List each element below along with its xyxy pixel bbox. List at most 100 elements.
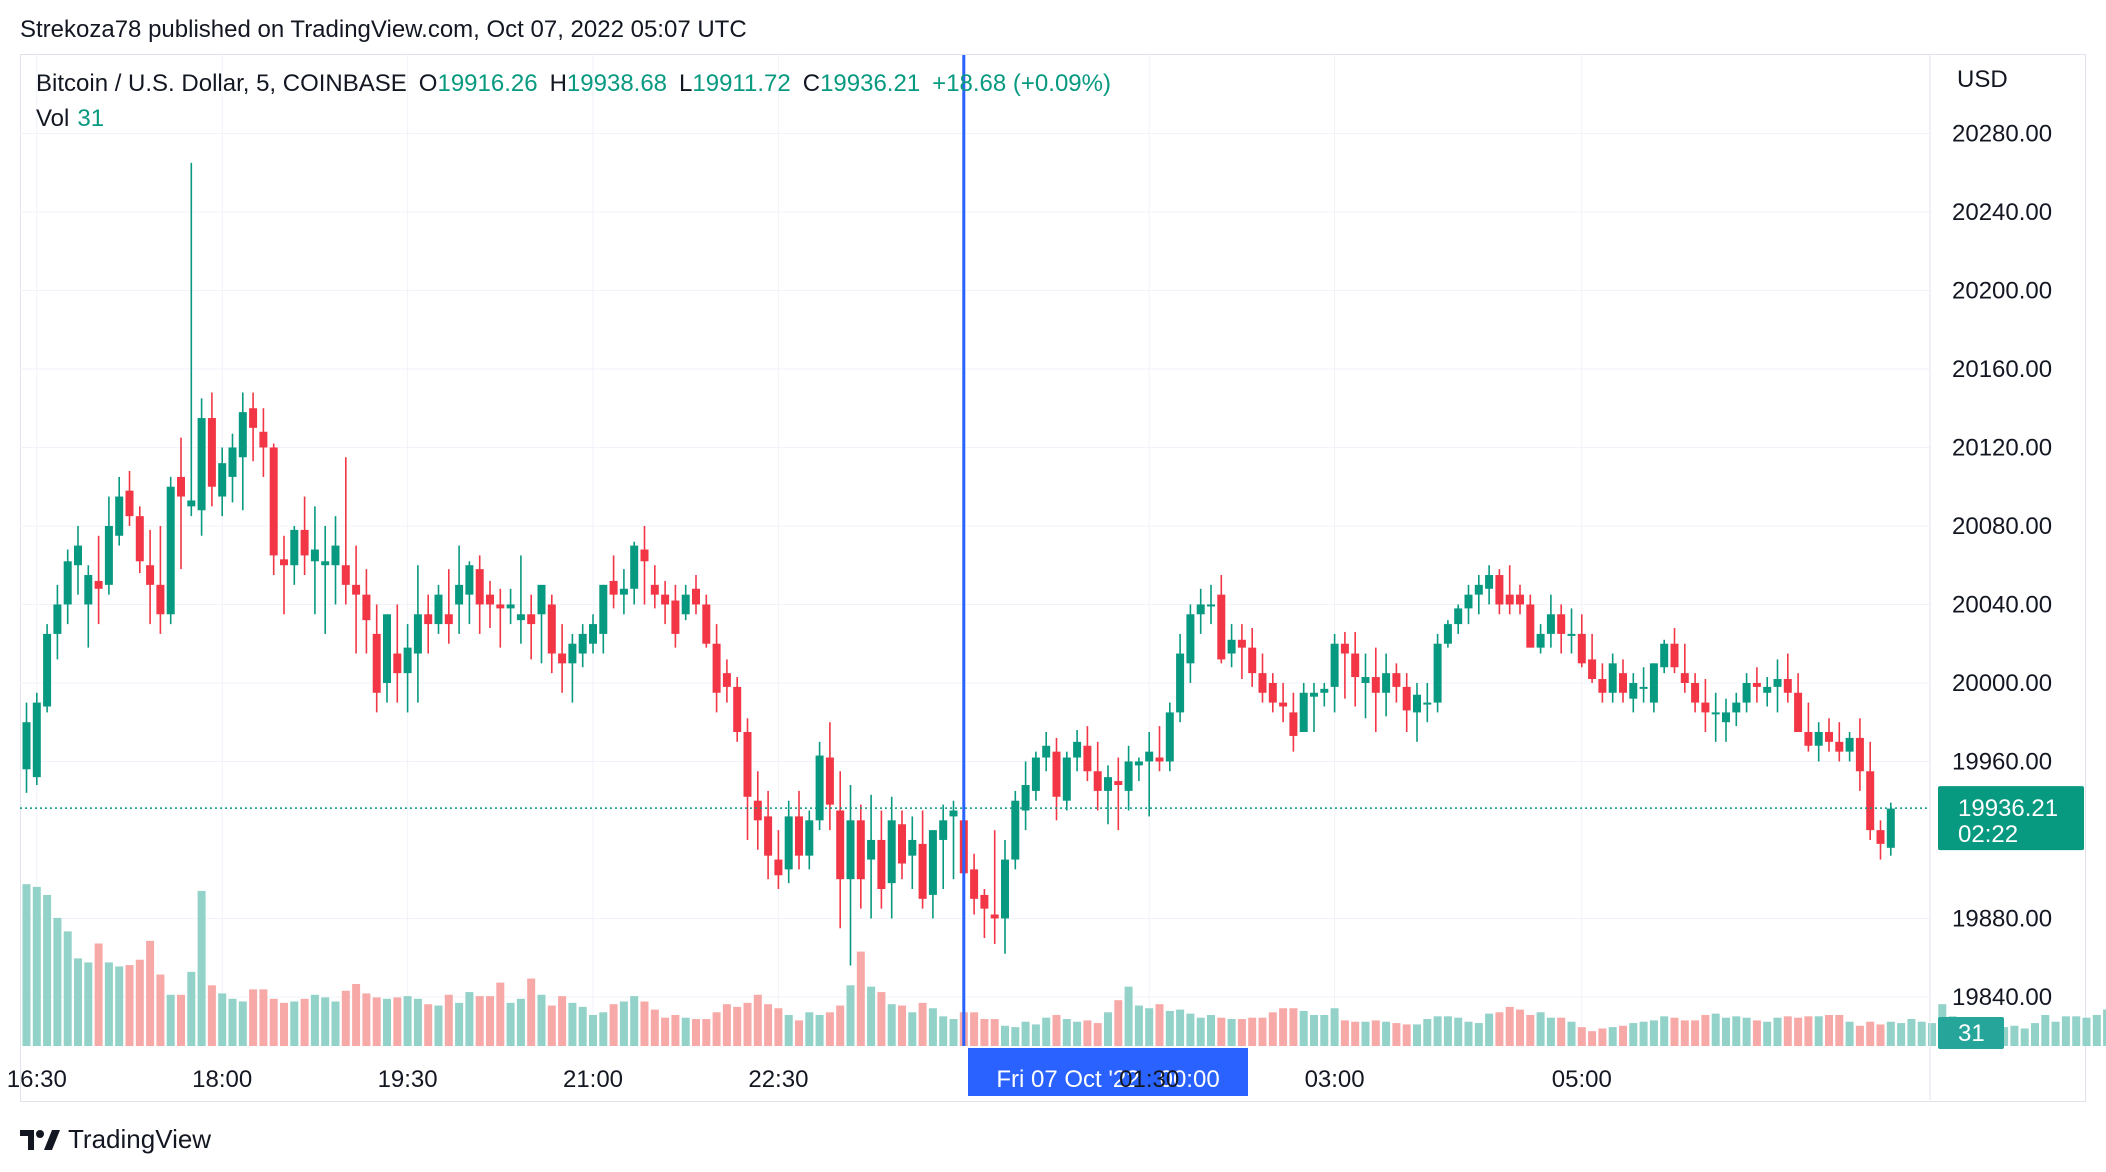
volume-bar	[774, 1008, 783, 1046]
volume-bar	[2082, 1017, 2091, 1046]
candle	[1835, 722, 1844, 762]
volume-bar	[764, 1004, 773, 1046]
volume-bar	[1886, 1021, 1895, 1046]
candle-body	[547, 604, 556, 654]
candle-body	[259, 431, 268, 448]
candle	[506, 588, 515, 625]
candle-body	[1443, 624, 1452, 644]
candle-body	[1258, 673, 1267, 693]
candle	[795, 790, 803, 870]
publish-line: Strekoza78 published on TradingView.com,…	[20, 16, 747, 43]
candle-body	[496, 604, 505, 609]
candle	[1145, 732, 1154, 817]
volume-bar	[2041, 1014, 2050, 1046]
candle	[1227, 624, 1236, 668]
volume-bar	[1114, 1000, 1123, 1046]
candle	[310, 506, 319, 615]
candle-body	[238, 412, 247, 458]
candle	[970, 853, 979, 915]
volume-bar	[753, 994, 762, 1046]
candle	[32, 692, 41, 786]
candle-body	[1186, 614, 1195, 664]
candle-body	[1660, 643, 1669, 668]
volume-bar	[1660, 1016, 1669, 1046]
volume-bar	[1752, 1020, 1761, 1046]
symbol-title[interactable]: Bitcoin / U.S. Dollar, 5, COINBASE	[36, 70, 407, 97]
candle-body	[1093, 771, 1102, 791]
candle-body	[1464, 594, 1473, 609]
volume-bar	[331, 1001, 340, 1046]
time-tick-label: 03:00	[1305, 1066, 1365, 1093]
candle	[1722, 698, 1730, 742]
candle-body	[1104, 777, 1112, 791]
candle-body	[1845, 737, 1854, 752]
volume-bar	[1773, 1017, 1782, 1046]
candle-body	[1567, 633, 1576, 636]
volume-bar	[815, 1014, 824, 1046]
candle-body	[558, 653, 567, 664]
volume-bar	[795, 1020, 803, 1046]
volume-bar	[908, 1012, 917, 1046]
volume-bar	[1258, 1017, 1267, 1046]
volume-bar	[465, 992, 474, 1046]
candle-body	[1742, 682, 1751, 703]
volume-bar	[2061, 1016, 2070, 1046]
candle-body	[444, 614, 453, 625]
candle-body	[1794, 692, 1803, 733]
candle	[352, 545, 361, 654]
candle-body	[362, 594, 371, 621]
price-tick-label: 20000.00	[1952, 670, 2052, 697]
candle-body	[115, 496, 124, 536]
footer-brand[interactable]: TradingView	[20, 1124, 211, 1155]
volume-bar	[1268, 1012, 1277, 1046]
volume-bar	[1320, 1014, 1329, 1046]
volume-bar	[702, 1019, 711, 1046]
candle-body	[1588, 659, 1597, 680]
volume-bar	[1340, 1020, 1349, 1046]
candle-body	[1289, 712, 1298, 736]
volume-bar	[1732, 1016, 1741, 1046]
volume-bar	[568, 1002, 577, 1046]
candle	[1855, 718, 1864, 791]
volume-bar	[290, 1001, 299, 1046]
volume-bar	[1433, 1016, 1442, 1046]
volume-bar	[1598, 1028, 1607, 1046]
candle-body	[733, 686, 742, 733]
candle	[1588, 633, 1597, 683]
volume-bar	[94, 943, 103, 1046]
volume-badge-value: 31	[1958, 1020, 1985, 1047]
candle	[1423, 682, 1432, 723]
candle	[743, 718, 752, 840]
volume-bar	[22, 884, 31, 1046]
candle	[1557, 604, 1566, 654]
volume-bar	[1845, 1021, 1854, 1046]
currency-label[interactable]: USD	[1957, 66, 2008, 93]
candle-body	[939, 820, 948, 840]
volume-label[interactable]: Vol	[36, 105, 70, 132]
candle	[146, 529, 155, 625]
candle-body	[63, 561, 72, 605]
candle-body	[1474, 584, 1483, 595]
candle	[1629, 673, 1638, 713]
candle	[1619, 659, 1627, 703]
volume-value: 31	[77, 105, 105, 132]
candle-body	[1402, 686, 1411, 711]
candle-body	[589, 624, 597, 644]
volume-bar	[918, 1002, 927, 1046]
candle	[1134, 757, 1143, 782]
tradingview-logo-icon	[20, 1129, 60, 1150]
candle-body	[32, 702, 41, 778]
volume-bar	[166, 994, 175, 1046]
candle-body	[1237, 639, 1246, 648]
candle-body	[692, 588, 700, 605]
volume-bar	[115, 966, 124, 1046]
volume-bar	[928, 1008, 937, 1046]
candle	[619, 569, 628, 615]
volume-bar	[125, 965, 134, 1046]
candle-body	[681, 594, 690, 615]
candle-body	[1351, 653, 1360, 678]
candle-body	[743, 732, 752, 797]
candle	[1289, 692, 1298, 752]
candle	[1536, 624, 1545, 654]
